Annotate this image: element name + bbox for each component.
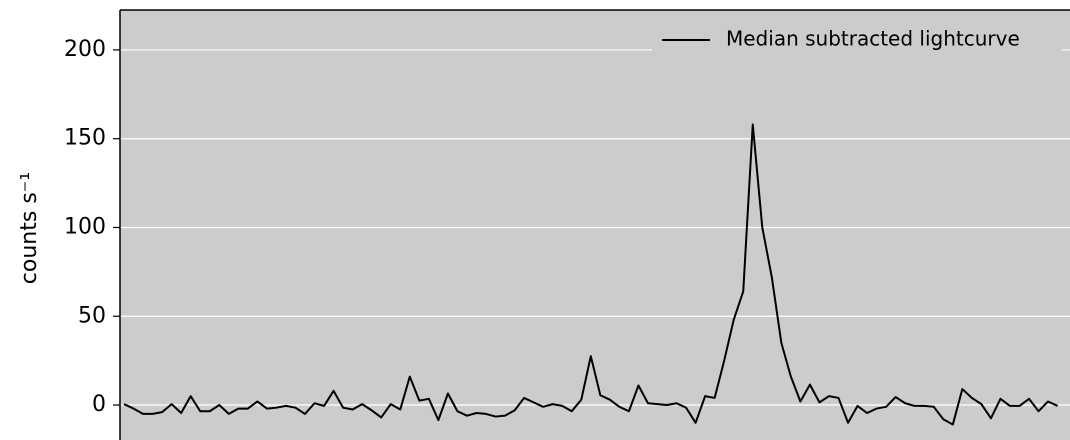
- y-tick-label: 50: [78, 303, 106, 328]
- y-axis-label: counts s⁻¹: [17, 172, 42, 284]
- y-tick-label: 200: [64, 37, 106, 62]
- y-tick-label: 100: [64, 214, 106, 239]
- data-line: [123, 123, 1059, 426]
- plot-background: [120, 10, 1070, 440]
- legend-label: Median subtracted lightcurve: [726, 27, 1020, 51]
- y-tick-label: 150: [64, 126, 106, 151]
- legend-box: [652, 22, 1062, 58]
- y-tick-label: 0: [92, 392, 106, 417]
